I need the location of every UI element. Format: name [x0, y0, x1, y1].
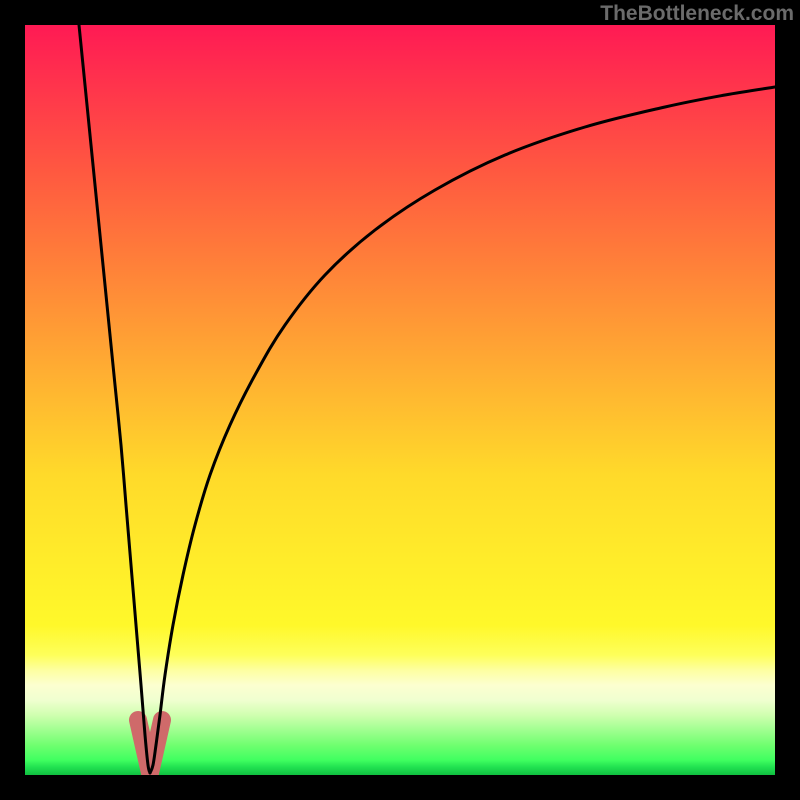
- chart-container: TheBottleneck.com: [0, 0, 800, 800]
- bottleneck-curve-right: [150, 87, 775, 773]
- bottleneck-curve-left: [79, 25, 150, 773]
- watermark-text: TheBottleneck.com: [600, 2, 794, 26]
- curve-layer: [25, 25, 775, 775]
- plot-area: [25, 25, 775, 775]
